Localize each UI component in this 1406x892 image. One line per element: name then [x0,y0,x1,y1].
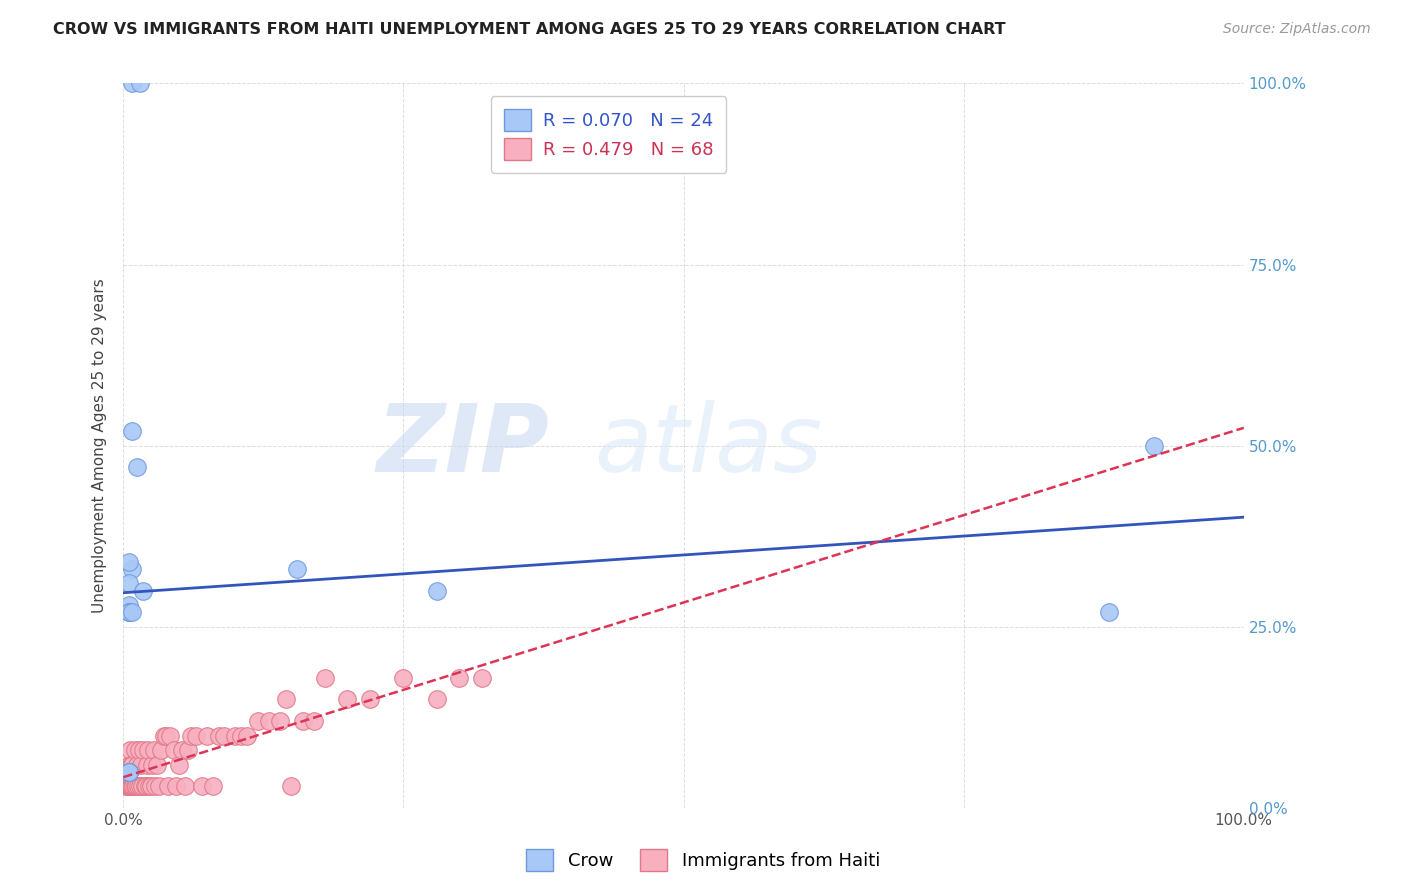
Point [114,780,136,794]
Point [285,562,308,576]
Point [118,606,141,620]
Point [152,729,174,743]
Point [120,780,142,794]
Point [118,743,141,757]
Point [121,77,143,91]
Point [1143,439,1166,453]
Point [118,780,141,794]
Point [274,692,297,706]
Point [121,757,143,772]
Point [169,757,191,772]
Point [129,757,152,772]
Point [118,598,141,612]
Text: CROW VS IMMIGRANTS FROM HAITI UNEMPLOYMENT AMONG AGES 25 TO 29 YEARS CORRELATION: CROW VS IMMIGRANTS FROM HAITI UNEMPLOYME… [53,22,1007,37]
Point [146,757,169,772]
Point [136,743,159,757]
Point [128,743,150,757]
Point [229,729,252,743]
Point [118,764,141,779]
Point [257,714,280,728]
Point [115,780,138,794]
Point [135,780,157,794]
Point [118,764,141,779]
Point [125,757,148,772]
Point [150,743,173,757]
Point [138,780,160,794]
Point [132,583,155,598]
Point [291,714,314,728]
Point [124,780,146,794]
Point [122,780,145,794]
Point [269,714,291,728]
Point [121,780,143,794]
Point [449,671,471,685]
Point [159,729,181,743]
Point [143,780,166,794]
Legend: R = 0.070   N = 24, R = 0.479   N = 68: R = 0.070 N = 24, R = 0.479 N = 68 [491,96,727,173]
Point [180,729,202,743]
Point [134,780,156,794]
Legend: Crow, Immigrants from Haiti: Crow, Immigrants from Haiti [519,842,887,879]
Point [135,757,157,772]
Point [157,780,180,794]
Point [314,671,336,685]
Point [118,780,141,794]
Point [117,780,139,794]
Text: ZIP: ZIP [377,400,550,491]
Point [426,583,449,598]
Point [195,729,218,743]
Point [129,780,152,794]
Point [132,743,155,757]
Point [125,460,148,475]
Text: Source: ZipAtlas.com: Source: ZipAtlas.com [1223,22,1371,37]
Point [118,555,141,569]
Point [121,606,143,620]
Point [124,780,146,794]
Point [120,757,142,772]
Point [359,692,381,706]
Point [121,562,143,576]
Point [246,714,269,728]
Point [118,764,141,779]
Point [224,729,246,743]
Point [426,692,449,706]
Point [163,743,186,757]
Point [121,424,143,438]
Point [174,780,197,794]
Point [184,729,207,743]
Point [336,692,359,706]
Point [118,764,141,779]
Point [280,780,302,794]
Point [207,729,229,743]
Point [212,729,235,743]
Point [1098,606,1121,620]
Point [141,757,163,772]
Point [141,780,163,794]
Y-axis label: Unemployment Among Ages 25 to 29 years: Unemployment Among Ages 25 to 29 years [93,278,107,613]
Point [302,714,325,728]
Point [155,729,177,743]
Point [177,743,200,757]
Point [131,780,153,794]
Point [235,729,257,743]
Point [118,764,141,779]
Point [118,764,141,779]
Point [170,743,193,757]
Point [118,576,141,591]
Point [201,780,224,794]
Point [118,606,141,620]
Point [148,780,170,794]
Point [471,671,494,685]
Point [118,606,141,620]
Point [129,77,152,91]
Point [127,780,149,794]
Point [392,671,415,685]
Point [165,780,187,794]
Point [142,743,165,757]
Point [118,764,141,779]
Text: atlas: atlas [593,401,823,491]
Point [190,780,212,794]
Point [124,743,146,757]
Point [118,757,141,772]
